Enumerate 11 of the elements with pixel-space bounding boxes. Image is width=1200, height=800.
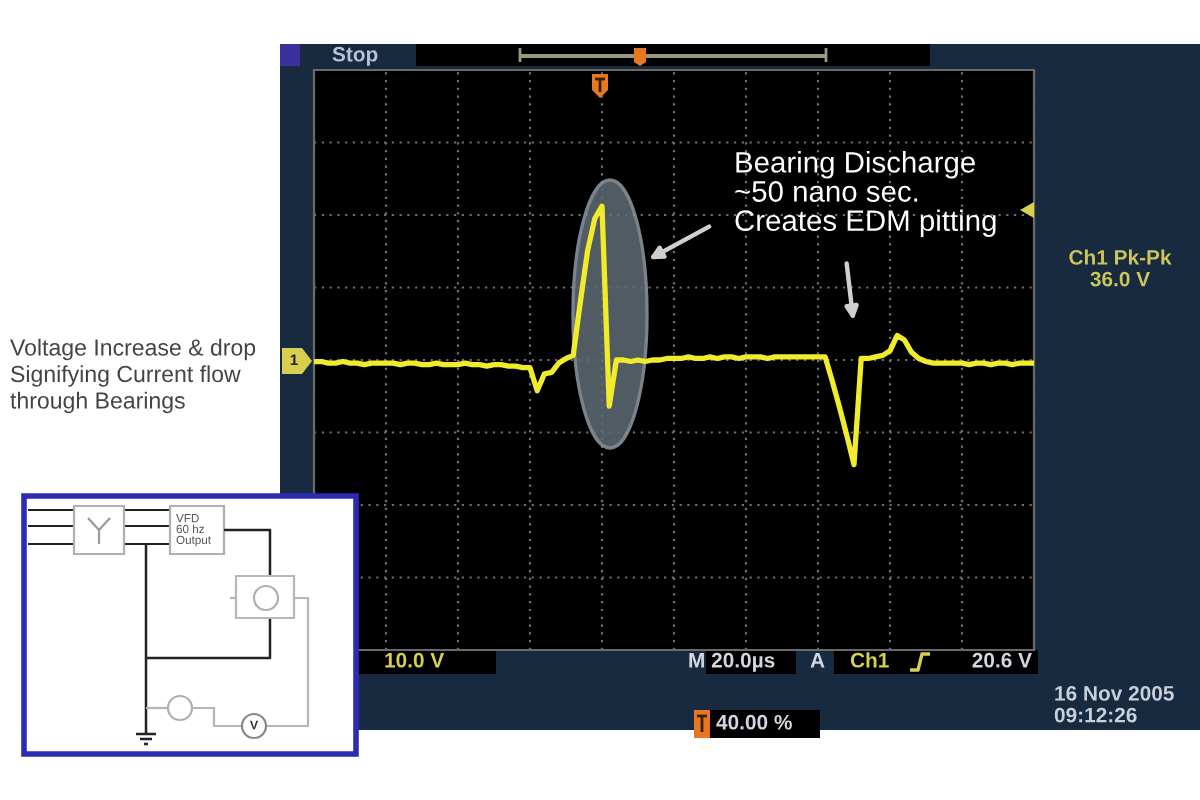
text: Stop [332, 46, 378, 66]
text: 10.0 V [385, 652, 445, 668]
text: 16 Nov 2005 09:12:26 [1054, 686, 1174, 723]
text: 40.00 % [716, 714, 792, 730]
annotation: Bearing Discharge ~50 nano sec. Creates EDM pitting [735, 151, 996, 237]
text: M 20.0µs [689, 652, 775, 672]
text: Voltage Increase & drop Signifying Current flow through Bearings [10, 338, 256, 414]
text: Ch1 Pk-Pk 36.0 V [1069, 249, 1172, 287]
text: Ch1 [850, 652, 889, 668]
text: 20.6 V [972, 652, 1032, 668]
text: A [810, 653, 825, 668]
